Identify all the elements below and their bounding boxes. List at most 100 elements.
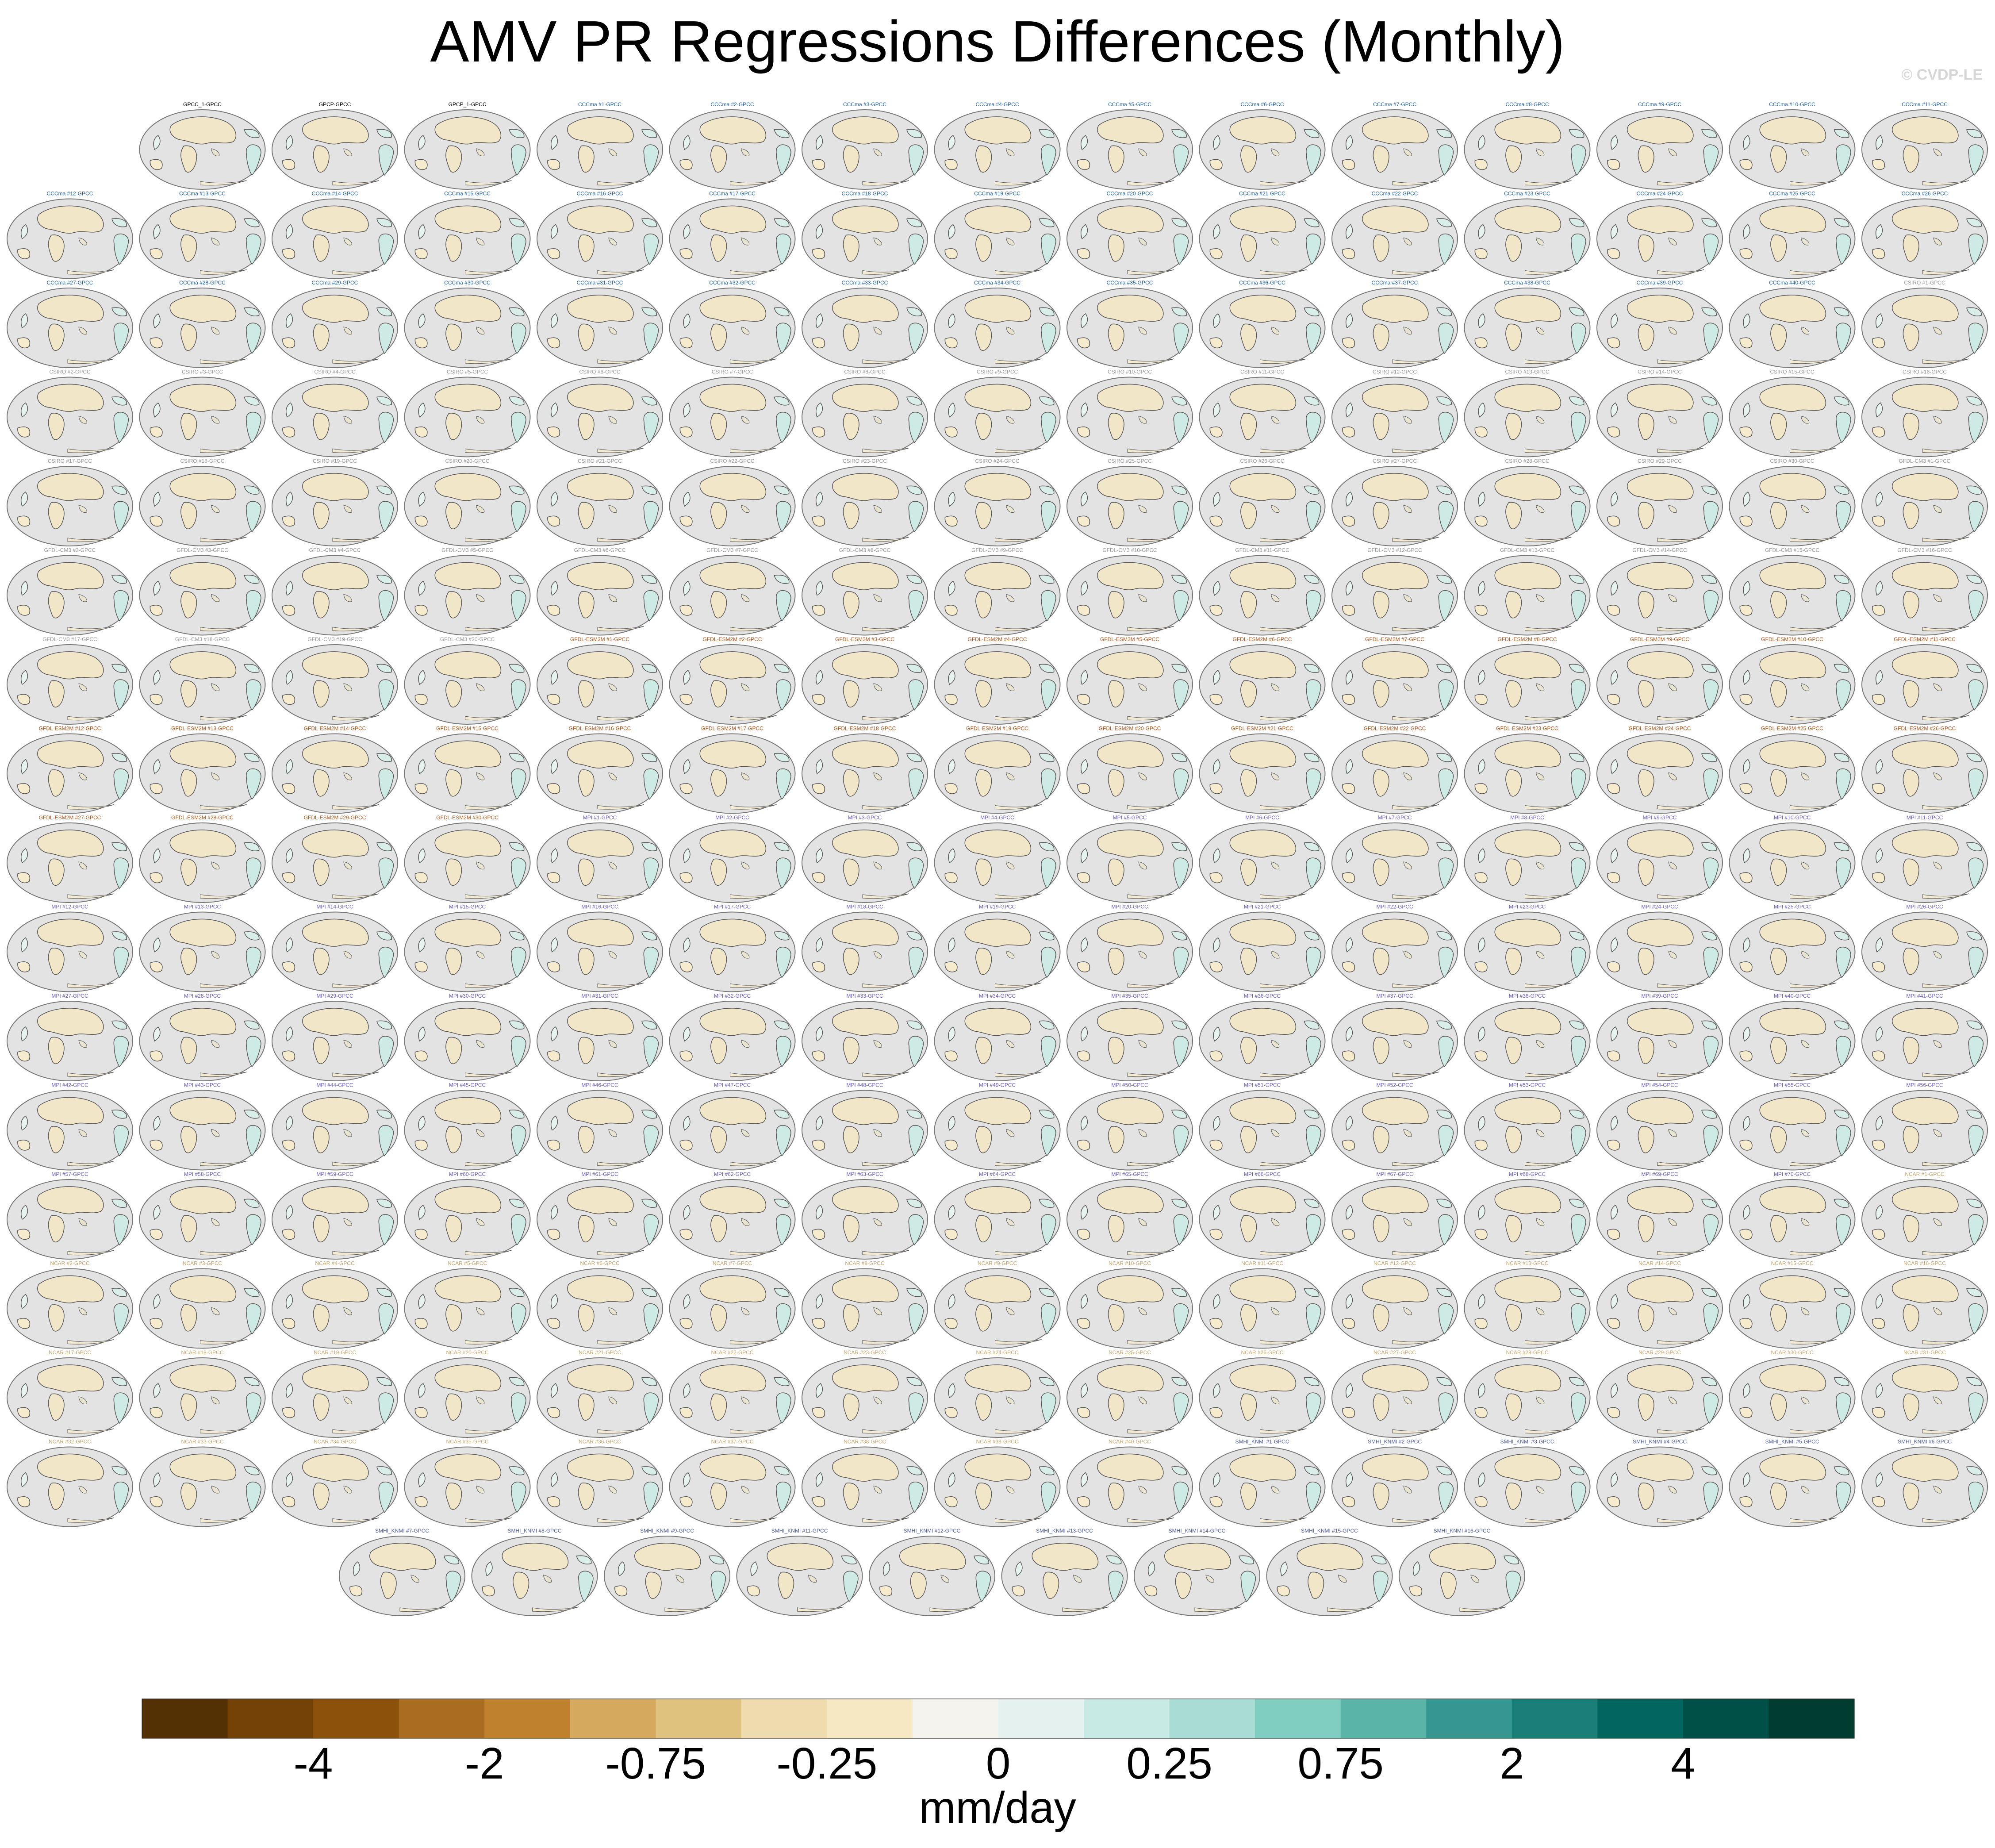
colorbar-tick-label: 2	[1500, 1739, 1524, 1788]
map-panel: SMHI_KNMI #2-GPCC	[1331, 1439, 1458, 1527]
map-panel: CCCma #17-GPCC	[669, 191, 796, 279]
panel-title: NCAR #6-GPCC	[580, 1260, 620, 1267]
panel-title: CCCma #27-GPCC	[47, 280, 93, 286]
map-panel: CCCma #1-GPCC	[537, 101, 663, 190]
panel-title: GFDL-CM3 #8-GPCC	[839, 547, 891, 553]
panel-title: GFDL-CM3 #9-GPCC	[971, 547, 1023, 553]
map-panel: MPI #24-GPCC	[1596, 904, 1723, 992]
map-panel: CCCma #7-GPCC	[1331, 101, 1458, 190]
panel-title: CSIRO #1-GPCC	[1904, 280, 1945, 286]
map-panel: MPI #45-GPCC	[404, 1082, 531, 1171]
panel-title: NCAR #7-GPCC	[713, 1260, 752, 1267]
panel-title: CSIRO #5-GPCC	[447, 369, 488, 375]
map-panel: NCAR #26-GPCC	[1199, 1349, 1326, 1438]
map-panel: CSIRO #16-GPCC	[1861, 369, 1988, 457]
map-panel: CCCma #18-GPCC	[802, 191, 928, 279]
map-panel: CSIRO #18-GPCC	[139, 458, 266, 546]
map-panel: NCAR #9-GPCC	[934, 1260, 1061, 1349]
panel-title: GFDL-CM3 #7-GPCC	[706, 547, 758, 553]
panel-title: NCAR #32-GPCC	[49, 1439, 91, 1445]
panel-title: GFDL-CM3 #16-GPCC	[1897, 547, 1952, 553]
map-panel: MPI #59-GPCC	[272, 1171, 398, 1260]
colorbar-blocks	[142, 1698, 1855, 1739]
map-panel: MPI #33-GPCC	[802, 993, 928, 1081]
panel-title: MPI #29-GPCC	[316, 993, 353, 999]
panel-title: GFDL-ESM2M #3-GPCC	[835, 636, 894, 642]
map-panel: CSIRO #27-GPCC	[1331, 458, 1458, 546]
watermark: © CVDP-LE	[1901, 66, 1983, 83]
panel-title: MPI #41-GPCC	[1906, 993, 1943, 999]
map-panel: GFDL-ESM2M #18-GPCC	[802, 726, 928, 814]
map-panel: NCAR #18-GPCC	[139, 1349, 266, 1438]
panel-title: MPI #56-GPCC	[1906, 1082, 1943, 1088]
panel-title: CCCma #11-GPCC	[1902, 101, 1948, 108]
panel-title: NCAR #23-GPCC	[844, 1349, 886, 1356]
panel-title: MPI #51-GPCC	[1244, 1082, 1281, 1088]
map-panel: CSIRO #29-GPCC	[1596, 458, 1723, 546]
panel-title: MPI #54-GPCC	[1641, 1082, 1678, 1088]
panel-title: SMHI_KNMI #4-GPCC	[1633, 1439, 1687, 1445]
panel-title: MPI #28-GPCC	[184, 993, 221, 999]
panel-title: CCCma #4-GPCC	[975, 101, 1019, 108]
panel-title: CCCma #35-GPCC	[1107, 280, 1153, 286]
map-panel: GFDL-CM3 #14-GPCC	[1596, 547, 1723, 636]
map-panel: CSIRO #5-GPCC	[404, 369, 531, 457]
panel-title: GFDL-CM3 #12-GPCC	[1367, 547, 1422, 553]
panel-title: CSIRO #7-GPCC	[712, 369, 753, 375]
map-panel: GFDL-CM3 #1-GPCC	[1861, 458, 1988, 546]
panel-title: MPI #17-GPCC	[714, 904, 751, 910]
map-panel: NCAR #36-GPCC	[537, 1439, 663, 1527]
panel-title: CSIRO #3-GPCC	[182, 369, 223, 375]
panel-title: CCCma #19-GPCC	[974, 191, 1021, 197]
panel-title: CSIRO #21-GPCC	[578, 458, 622, 464]
panel-title: MPI #26-GPCC	[1906, 904, 1943, 910]
panel-title: CCCma #40-GPCC	[1769, 280, 1815, 286]
map-panel: GFDL-CM3 #7-GPCC	[669, 547, 796, 636]
map-panel: CCCma #25-GPCC	[1729, 191, 1856, 279]
map-panel: SMHI_KNMI #8-GPCC	[471, 1528, 598, 1616]
map-panel: CSIRO #7-GPCC	[669, 369, 796, 457]
map-panel: NCAR #34-GPCC	[272, 1439, 398, 1527]
map-panel: MPI #46-GPCC	[537, 1082, 663, 1171]
panel-title: MPI #39-GPCC	[1641, 993, 1678, 999]
map-panel: MPI #40-GPCC	[1729, 993, 1856, 1081]
map-panel: GFDL-CM3 #20-GPCC	[404, 636, 531, 725]
panel-title: NCAR #35-GPCC	[446, 1439, 488, 1445]
panel-title: CSIRO #26-GPCC	[1240, 458, 1284, 464]
map-panel: MPI #8-GPCC	[1464, 815, 1591, 903]
panel-title: MPI #44-GPCC	[316, 1082, 353, 1088]
panel-title: CSIRO #28-GPCC	[1505, 458, 1549, 464]
map-panel: MPI #51-GPCC	[1199, 1082, 1326, 1171]
map-panel: GFDL-CM3 #5-GPCC	[404, 547, 531, 636]
panel-title: CSIRO #17-GPCC	[48, 458, 92, 464]
map-panel: MPI #49-GPCC	[934, 1082, 1061, 1171]
panel-title: MPI #61-GPCC	[581, 1171, 618, 1177]
panel-title: MPI #33-GPCC	[846, 993, 883, 999]
map-panel: CCCma #13-GPCC	[139, 191, 266, 279]
map-panel: NCAR #14-GPCC	[1596, 1260, 1723, 1349]
map-panel: NCAR #28-GPCC	[1464, 1349, 1591, 1438]
map-panel: MPI #66-GPCC	[1199, 1171, 1326, 1260]
map-panel: CCCma #27-GPCC	[7, 280, 133, 368]
colorbar-tick-label: 0.25	[1126, 1739, 1212, 1788]
colorbar-tick-label: 0.75	[1297, 1739, 1384, 1788]
map-panel: MPI #12-GPCC	[7, 904, 133, 992]
map-panel: NCAR #11-GPCC	[1199, 1260, 1326, 1349]
colorbar-swatch	[1340, 1699, 1427, 1738]
panel-title: CSIRO #20-GPCC	[445, 458, 489, 464]
panel-title: GFDL-ESM2M #11-GPCC	[1894, 636, 1956, 642]
panel-title: MPI #5-GPCC	[1113, 815, 1147, 821]
map-panel: MPI #48-GPCC	[802, 1082, 928, 1171]
colorbar-swatch	[827, 1699, 913, 1738]
map-panel: CCCma #33-GPCC	[802, 280, 928, 368]
panel-title: CSIRO #10-GPCC	[1108, 369, 1152, 375]
colorbar-swatch	[313, 1699, 399, 1738]
panel-title: CCCma #20-GPCC	[1107, 191, 1153, 197]
panel-title: CSIRO #23-GPCC	[843, 458, 887, 464]
colorbar-swatch	[142, 1699, 228, 1738]
map-panel: MPI #28-GPCC	[139, 993, 266, 1081]
map-panel: GFDL-ESM2M #27-GPCC	[7, 815, 133, 903]
map-panel: MPI #29-GPCC	[272, 993, 398, 1081]
panel-title: CSIRO #9-GPCC	[977, 369, 1018, 375]
panel-title: MPI #16-GPCC	[581, 904, 618, 910]
